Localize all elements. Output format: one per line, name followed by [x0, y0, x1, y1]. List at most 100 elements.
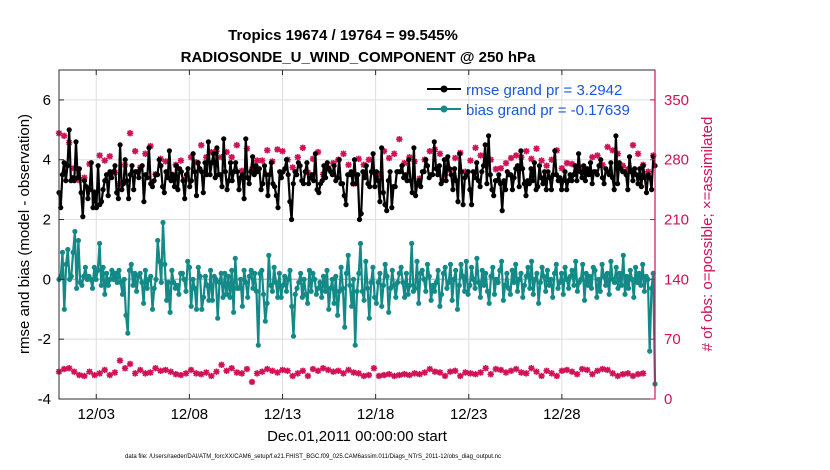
- rmse-point-238: [460, 202, 466, 208]
- bias-point-278: [546, 282, 552, 288]
- left-tick-label-4: 4: [43, 152, 51, 169]
- obs-upper-point-144: [299, 144, 307, 151]
- obs-lower-point-39: [121, 365, 129, 372]
- rmse-point-66: [168, 178, 174, 184]
- rmse-point-161: [329, 172, 335, 178]
- obs-lower-point-51: [142, 370, 149, 377]
- rmse-point-202: [399, 163, 405, 169]
- obs-upper-point-177: [355, 155, 362, 163]
- rmse-point-102: [229, 178, 235, 184]
- bias-point-36: [119, 291, 126, 297]
- left-tick-label-2: 0: [43, 271, 51, 288]
- obs-lower-point-333: [619, 371, 627, 378]
- bias-point-153: [326, 306, 332, 312]
- bias-point-4: [63, 261, 69, 267]
- bias-point-3: [61, 306, 67, 312]
- rmse-point-186: [372, 184, 378, 190]
- rmse-point-38: [120, 181, 127, 187]
- rmse-point-15: [81, 178, 88, 184]
- obs-lower-point-102: [228, 365, 235, 372]
- bias-point-115: [259, 267, 265, 273]
- rmse-line: [57, 128, 657, 221]
- rmse-point-3: [61, 160, 67, 166]
- bias-point-229: [460, 273, 466, 279]
- rmse-point-64: [165, 175, 171, 181]
- chart-subtitle: RADIOSONDE_U_WIND_COMPONENT @ 250 hPa: [181, 49, 536, 66]
- obs-lower-point-183: [365, 371, 373, 379]
- bias-point-198: [405, 291, 411, 297]
- bias-point-239: [477, 294, 483, 300]
- obs-lower-point-198: [391, 372, 398, 380]
- bias-point-146: [313, 291, 319, 297]
- rmse-point-273: [520, 166, 526, 172]
- bias-point-217: [439, 291, 445, 297]
- obs-lower-point-216: [421, 369, 428, 376]
- obs-lower-point-330: [614, 372, 621, 380]
- bias-point-122: [271, 264, 277, 270]
- rmse-point-349: [649, 187, 655, 193]
- rmse-point-216: [423, 157, 429, 163]
- rmse-point-255: [489, 187, 495, 193]
- rmse-point-68: [171, 184, 178, 190]
- bias-point-255: [506, 285, 512, 291]
- obs-lower-point-90: [208, 372, 215, 380]
- obs-upper-point-78: [187, 153, 195, 161]
- bias-point-265: [523, 273, 529, 279]
- obs-lower-point-111: [243, 365, 251, 373]
- bias-point-281: [551, 270, 558, 276]
- rmse-point-169: [343, 202, 349, 208]
- left-tick-label-1: -2: [38, 331, 51, 348]
- bias-point-43: [132, 270, 138, 276]
- bias-point-323: [626, 285, 632, 291]
- rmse-point-295: [557, 175, 563, 181]
- bias-point-330: [638, 282, 644, 288]
- obs-lower-point-66: [167, 368, 174, 375]
- obs-lower-point-249: [477, 369, 484, 376]
- obs-lower-point-309: [578, 365, 586, 373]
- obs-lower-point-135: [284, 367, 291, 374]
- rmse-point-167: [340, 181, 346, 187]
- obs-upper-point-153: [314, 148, 322, 156]
- bias-point-97: [227, 294, 233, 300]
- rmse-point-302: [569, 178, 575, 184]
- rmse-point-191: [380, 190, 386, 196]
- obs-lower-point-243: [467, 370, 474, 377]
- rmse-point-99: [224, 187, 230, 193]
- bias-point-304: [592, 267, 598, 273]
- bias-point-47: [139, 279, 145, 285]
- obs-upper-point-90: [208, 148, 215, 156]
- bias-point-307: [597, 288, 603, 294]
- bias-point-149: [319, 294, 325, 300]
- chart-title: Tropics 19674 / 19764 = 99.545%: [228, 27, 458, 44]
- bias-point-98: [229, 267, 235, 273]
- bias-point-325: [629, 276, 635, 282]
- rmse-point-124: [267, 172, 273, 178]
- rmse-point-314: [589, 181, 595, 187]
- bias-point-158: [335, 312, 341, 318]
- obs-lower-point-177: [355, 370, 362, 377]
- bias-point-262: [518, 270, 524, 276]
- bias-point-236: [472, 285, 478, 291]
- rmse-point-19: [88, 160, 94, 166]
- x-tick-label-4: 12/23: [450, 406, 488, 423]
- obs-upper-point-129: [274, 146, 281, 153]
- rmse-point-348: [647, 175, 653, 181]
- obs-lower-point-54: [147, 369, 154, 376]
- obs-upper-point-180: [360, 161, 367, 169]
- bias-point-18: [88, 276, 94, 282]
- rmse-point-67: [170, 172, 176, 178]
- rmse-point-251: [482, 142, 488, 148]
- rmse-point-9: [71, 178, 77, 184]
- obs-lower-point-144: [299, 367, 307, 374]
- bias-point-56: [155, 237, 161, 244]
- bias-point-332: [641, 288, 648, 294]
- bias-point-5: [65, 246, 71, 253]
- bias-point-293: [573, 258, 579, 264]
- rmse-point-118: [256, 166, 262, 172]
- rmse-point-346: [643, 190, 650, 196]
- bias-point-40: [126, 267, 133, 273]
- rmse-point-311: [584, 166, 590, 172]
- bias-point-83: [202, 273, 208, 279]
- rmse-point-195: [387, 169, 393, 175]
- rmse-point-305: [574, 178, 580, 184]
